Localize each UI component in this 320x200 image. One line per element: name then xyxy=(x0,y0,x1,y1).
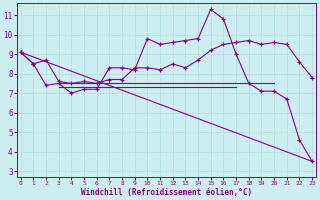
X-axis label: Windchill (Refroidissement éolien,°C): Windchill (Refroidissement éolien,°C) xyxy=(81,188,252,197)
